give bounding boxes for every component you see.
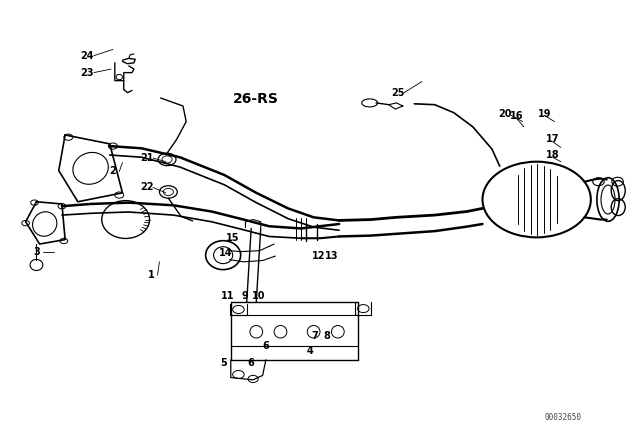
Text: 6: 6 — [262, 341, 269, 351]
Text: 12: 12 — [312, 251, 326, 261]
Text: 25: 25 — [391, 88, 404, 98]
Text: 11: 11 — [221, 291, 234, 301]
Text: 14: 14 — [219, 248, 232, 258]
Text: 26-RS: 26-RS — [234, 92, 279, 106]
Text: 23: 23 — [81, 68, 94, 78]
Text: 19: 19 — [538, 108, 551, 119]
Text: 5: 5 — [220, 358, 227, 368]
Text: 2: 2 — [109, 167, 116, 177]
Text: 4: 4 — [307, 346, 314, 356]
Text: 24: 24 — [81, 51, 94, 61]
Text: 00032650: 00032650 — [544, 413, 581, 422]
Text: 13: 13 — [324, 251, 338, 261]
Text: 8: 8 — [323, 331, 330, 341]
Text: 20: 20 — [498, 108, 511, 119]
Text: 1: 1 — [148, 270, 154, 280]
Text: 16: 16 — [509, 111, 523, 121]
Text: 10: 10 — [252, 291, 265, 301]
Text: 18: 18 — [546, 150, 559, 160]
Text: 3: 3 — [33, 246, 40, 257]
Text: 7: 7 — [312, 331, 318, 341]
Text: 22: 22 — [140, 182, 154, 193]
Text: 21: 21 — [140, 153, 154, 163]
Text: 15: 15 — [226, 233, 239, 243]
Text: 9: 9 — [241, 291, 248, 301]
Text: 17: 17 — [546, 134, 559, 144]
Text: 6: 6 — [248, 358, 255, 368]
